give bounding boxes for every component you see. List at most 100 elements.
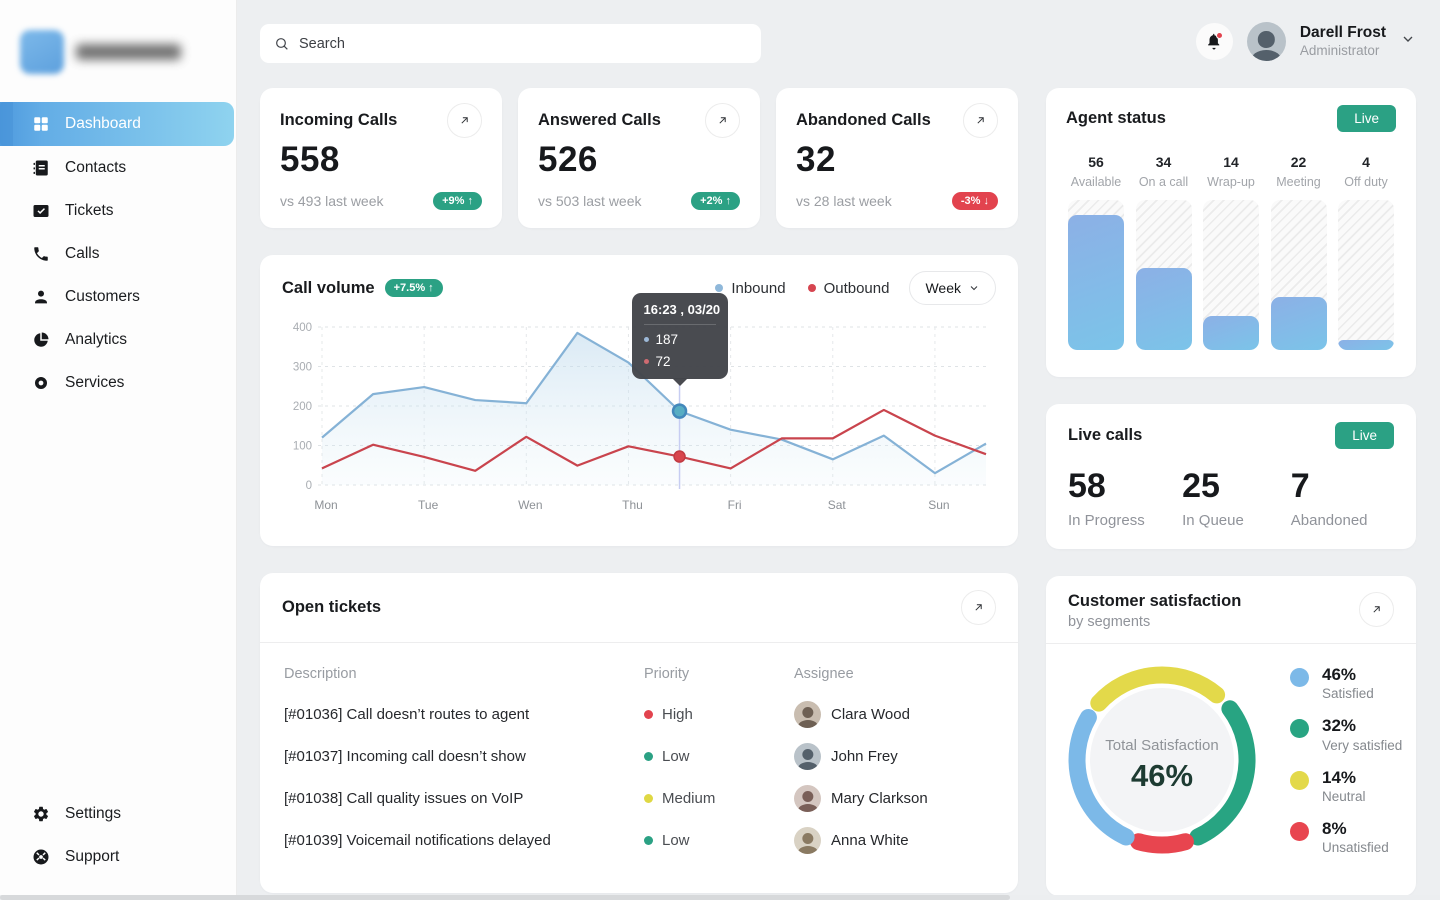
agent-bar-fill (1068, 215, 1124, 350)
person-icon (31, 287, 50, 306)
live-stat-label: In Queue (1182, 512, 1244, 529)
kpi-delta-badge: +2% ↑ (691, 192, 740, 210)
contacts-icon (31, 158, 50, 177)
target-icon (31, 373, 50, 392)
agent-status-value: 34 (1155, 154, 1172, 170)
range-select[interactable]: Week (909, 271, 996, 305)
chart-legend: Inbound Outbound (715, 280, 889, 297)
gear-icon (31, 804, 50, 823)
table-row[interactable]: [#01039] Voicemail notifications delayed… (284, 819, 994, 861)
call-volume-delta-badge: +7.5% ↑ (384, 279, 443, 297)
donut-center-value: 46% (1130, 758, 1194, 793)
kpi-expand-button[interactable] (447, 103, 482, 138)
kpi-expand-button[interactable] (705, 103, 740, 138)
grid-icon (31, 115, 50, 134)
legend-dot-icon (807, 284, 816, 292)
legend-item-outbound: Outbound (807, 280, 889, 297)
agent-status-column-on-a-call: 34 On a call (1135, 154, 1192, 350)
kpi-expand-button[interactable] (963, 103, 998, 138)
satisfaction-legend-item-satisfied: 46% Satisfied (1290, 665, 1402, 701)
sidebar-footer-nav: Settings Support (0, 792, 236, 900)
priority-dot-icon (644, 709, 653, 719)
table-row[interactable]: [#01038] Call quality issues on VoIP Medi… (284, 777, 994, 819)
sidebar-item-support[interactable]: Support (0, 835, 236, 878)
svg-text:100: 100 (293, 441, 312, 453)
kpi-delta-badge: +9% ↑ (433, 192, 482, 210)
satisfaction-legend-item-neutral: 14% Neutral (1290, 768, 1402, 804)
legend-text: 14% Neutral (1322, 768, 1366, 804)
ticket-description: [#01037] Incoming call doesn’t show (284, 747, 526, 765)
live-stat-value: 25 (1182, 467, 1220, 505)
call-volume-chart: 0 100 200 300 400 Mon Tue Wen Thu Fri Sat Sun 16:23… (282, 293, 996, 544)
satisfaction-legend-item-unsatisfied: 8% Unsatisfied (1290, 819, 1402, 855)
segment-label: Satisfied (1322, 686, 1374, 702)
sidebar-item-calls[interactable]: Calls (0, 232, 236, 275)
legend-dot-icon (1290, 667, 1309, 687)
agent-status-column-off-duty: 4 Off duty (1338, 154, 1394, 350)
segment-percent: 14% (1322, 767, 1357, 787)
table-row[interactable]: [#01036] Call doesn’t routes to agent Hig… (284, 693, 994, 735)
donut-center-label: Total Satisfaction (1105, 737, 1219, 754)
sidebar-item-label: Contacts (65, 158, 127, 176)
priority-dot-icon (644, 751, 653, 761)
sidebar-item-contacts[interactable]: Contacts (0, 146, 236, 189)
agent-status-column-wrap-up: 14 Wrap-up (1203, 154, 1259, 350)
sidebar-item-customers[interactable]: Customers (0, 275, 236, 318)
user-menu[interactable]: Darell Frost Administrator (1195, 22, 1416, 61)
kpi-card-answered-calls: Answered Calls 526 vs 503 last week +2% ↑ (518, 88, 760, 228)
priority-label: High (662, 705, 693, 723)
sidebar-item-settings[interactable]: Settings (0, 792, 236, 835)
sidebar-item-label: Calls (65, 244, 100, 262)
svg-text:200: 200 (293, 401, 312, 413)
ticket-assignee: Anna White (794, 826, 994, 854)
column-header-priority: Priority (644, 666, 690, 682)
column-header-assignee: Assignee (794, 666, 854, 682)
call-volume-card: Call volume +7.5% ↑ Inbound Outbound Week… (260, 255, 1018, 546)
svg-text:Mon: Mon (314, 498, 337, 512)
agent-status-value: 4 (1362, 154, 1370, 170)
chart-tooltip: 16:23 , 03/20 187 72 (631, 293, 728, 380)
user-avatar[interactable] (1246, 22, 1286, 61)
assignee-name: Mary Clarkson (831, 789, 928, 807)
table-row[interactable]: [#01037] Incoming call doesn’t show Low Jo… (284, 735, 994, 777)
agent-bar-track (1135, 200, 1192, 350)
satisfaction-donut-chart: Total Satisfaction 46% (1056, 654, 1268, 866)
notifications-button[interactable] (1195, 23, 1233, 60)
live-stat-in-queue: 25 In Queue (1182, 467, 1291, 529)
agent-bar-fill (1338, 340, 1394, 350)
customer-satisfaction-card: Customer satisfaction by segments Total … (1046, 576, 1416, 896)
legend-item-inbound: Inbound (715, 280, 786, 297)
satisfaction-expand-button[interactable] (1359, 592, 1394, 627)
kpi-value: 32 (796, 140, 836, 179)
agent-status-label: Wrap-up (1207, 175, 1255, 189)
chevron-down-icon (970, 286, 978, 291)
sidebar-item-dashboard[interactable]: Dashboard (0, 102, 234, 146)
sidebar-item-label: Settings (65, 804, 122, 822)
notification-dot (1215, 32, 1223, 39)
chevron-down-icon[interactable] (1400, 31, 1416, 52)
agent-status-value: 14 (1223, 154, 1239, 170)
live-stat-value: 7 (1290, 467, 1310, 505)
svg-text:Sun: Sun (928, 498, 949, 512)
kpi-card-incoming-calls: Incoming Calls 558 vs 493 last week +9% ↑ (260, 88, 502, 228)
svg-text:400: 400 (293, 322, 312, 334)
segment-percent: 46% (1322, 664, 1357, 684)
inbound-dot-icon (643, 337, 649, 343)
priority-dot-icon (644, 793, 653, 803)
live-calls-title: Live calls (1068, 426, 1143, 444)
avatar (794, 784, 821, 812)
sidebar-item-tickets[interactable]: Tickets (0, 189, 236, 232)
assignee-name: Clara Wood (831, 705, 910, 723)
search-input[interactable] (299, 35, 747, 52)
agent-status-column-available: 56 Available (1068, 154, 1124, 350)
priority-dot-icon (644, 835, 653, 845)
left-column: Incoming Calls 558 vs 493 last week +9% ↑ An… (260, 88, 1018, 893)
sidebar-item-analytics[interactable]: Analytics (0, 318, 236, 361)
svg-text:300: 300 (293, 362, 312, 374)
horizontal-scrollbar-thumb[interactable] (0, 895, 1010, 900)
svg-text:Wen: Wen (518, 498, 542, 512)
ticket-assignee: Mary Clarkson (794, 784, 994, 812)
open-tickets-expand-button[interactable] (961, 590, 996, 625)
sidebar-item-services[interactable]: Services (0, 361, 236, 404)
kpi-delta-badge: -3% ↓ (951, 192, 998, 210)
